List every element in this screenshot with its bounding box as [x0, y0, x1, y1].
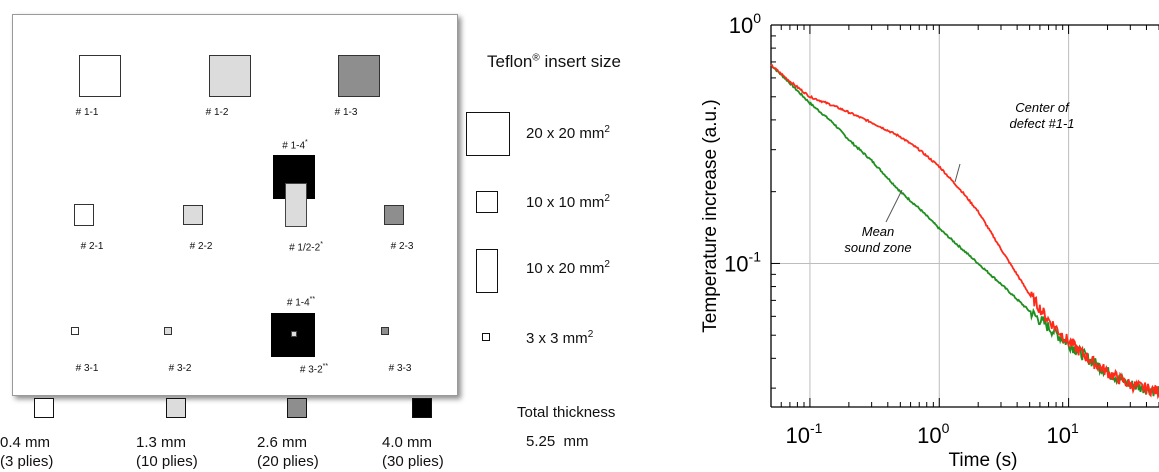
defect-insert	[384, 205, 404, 225]
defect-label: # 1-3	[334, 107, 358, 118]
defect-insert	[164, 327, 172, 335]
depth-swatch	[34, 398, 54, 418]
defect-insert	[291, 331, 297, 337]
defect-label: # 1-4**	[286, 296, 316, 309]
defect-label: # 2-3	[390, 241, 414, 252]
insert-size-label: 3 x 3 mm2	[526, 329, 594, 347]
depth-label: 2.6 mm (20 plies)	[257, 434, 319, 470]
annotation-arrow	[954, 163, 961, 183]
insert-size-title: Teflon® insert size	[487, 52, 621, 71]
defect-insert	[209, 55, 251, 97]
defect-label: # 3-1	[75, 363, 99, 374]
annotation-center-defect: Center of defect #1-1	[1009, 100, 1074, 131]
defect-label: # 3-3	[388, 363, 412, 374]
series-line	[770, 64, 1159, 397]
y-tick-label: 10-1	[724, 248, 761, 276]
insert-size-label: 10 x 10 mm2	[526, 193, 610, 211]
y-axis-label: Temperature increase (a.u.)	[700, 99, 721, 332]
total-thickness-label: Total thickness	[517, 404, 616, 421]
annotation-arrow	[885, 189, 903, 223]
x-tick-label: 10-1	[785, 420, 822, 448]
depth-swatch	[166, 398, 186, 418]
thermal-contrast-chart: 10-1 100 101 100 10-1 Time (s) Temperature inc…	[700, 10, 1159, 471]
insert-size-label: 20 x 20 mm2	[526, 124, 610, 142]
defect-label: # 2-1	[80, 241, 104, 252]
y-tick-label: 100	[729, 10, 761, 38]
insert-size-label: 10 x 20 mm2	[526, 259, 610, 277]
defect-label: # 1-1	[75, 107, 99, 118]
insert-10x20-swatch	[476, 249, 498, 293]
defect-insert	[381, 327, 389, 335]
specimen-panel: # 1-1 # 1-2 # 1-3 # 1-4* # 2-1 # 2-2 # 1/2-2* #…	[12, 14, 458, 396]
series-line	[770, 63, 1159, 400]
insert-20x20-swatch	[466, 112, 510, 156]
depth-label: 1.3 mm (10 plies)	[136, 434, 198, 470]
defect-insert	[71, 327, 79, 335]
defect-label: # 3-2	[168, 363, 192, 374]
depth-label: 0.4 mm (3 plies)	[0, 434, 54, 470]
defect-label: # 2-2	[189, 241, 213, 252]
insert-3x3-swatch	[482, 333, 490, 341]
defect-insert	[79, 55, 121, 97]
defect-insert	[338, 55, 380, 97]
defect-insert	[285, 183, 307, 227]
depth-label: 4.0 mm (30 plies)	[382, 434, 444, 470]
total-thickness-value: 5.25 mm	[526, 433, 589, 450]
x-tick-label: 101	[1046, 420, 1078, 448]
depth-swatch	[287, 398, 307, 418]
annotation-sound-zone: Mean sound zone	[844, 224, 911, 255]
defect-label: # 1/2-2*	[289, 241, 323, 254]
depth-swatch	[412, 398, 432, 418]
defect-label: # 1-4*	[282, 139, 308, 152]
x-axis-label: Time (s)	[949, 450, 1018, 471]
x-tick-label: 100	[917, 420, 949, 448]
defect-label: # 1-2	[205, 107, 229, 118]
defect-label: # 3-2**	[299, 363, 329, 376]
defect-insert	[183, 205, 203, 225]
defect-insert	[74, 204, 94, 226]
insert-10x10-swatch	[476, 191, 498, 213]
